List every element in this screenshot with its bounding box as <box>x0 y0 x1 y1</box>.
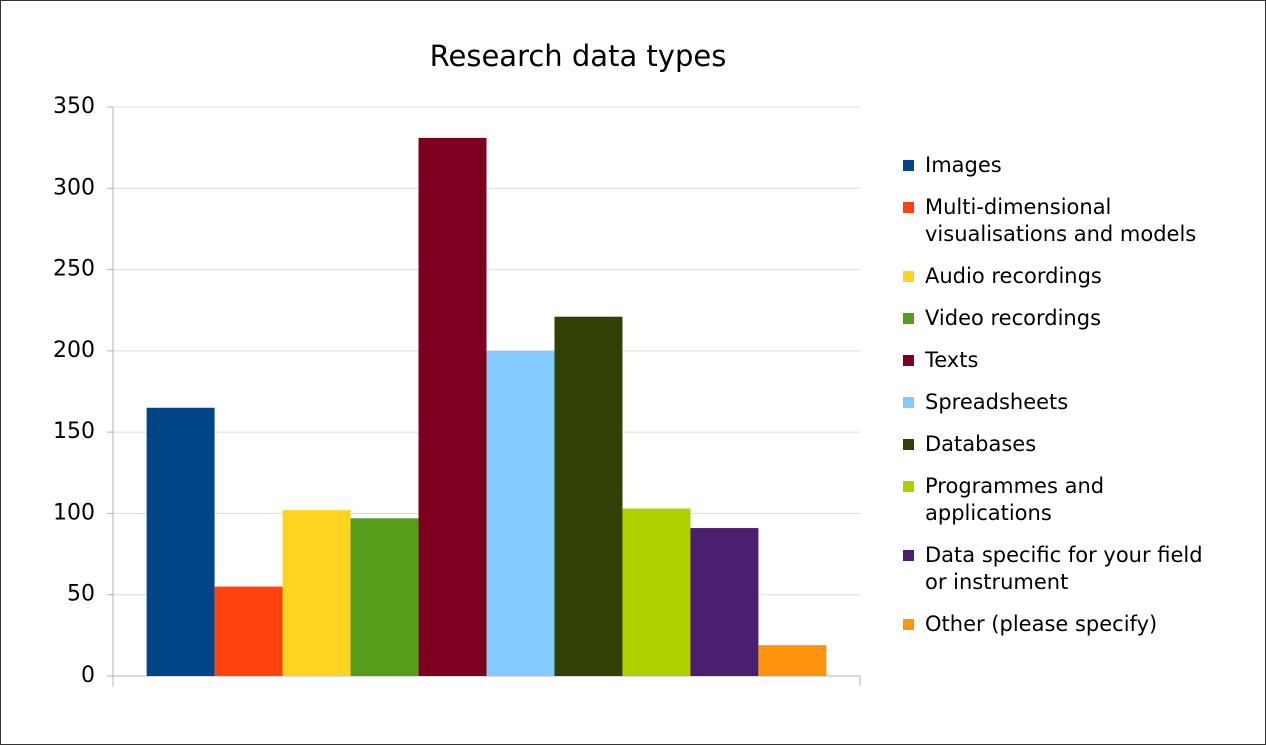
bar <box>282 510 351 676</box>
y-tick-label: 350 <box>53 94 95 119</box>
legend-entry: Databases <box>903 431 1228 458</box>
legend-label: Programmes and applications <box>925 474 1105 525</box>
legend-swatch <box>903 550 914 561</box>
legend-entry: Spreadsheets <box>903 389 1228 416</box>
bar <box>146 407 215 676</box>
legend-swatch <box>903 481 914 492</box>
legend-entry: Data specific for your field or instrume… <box>903 542 1228 596</box>
legend-label: Audio recordings <box>925 264 1102 288</box>
bar <box>758 645 827 676</box>
y-tick-label: 100 <box>53 500 95 525</box>
legend-swatch <box>903 271 914 282</box>
legend-label: Other (please specify) <box>925 612 1158 636</box>
bar <box>486 350 555 676</box>
bar <box>554 316 623 676</box>
y-tick-label: 50 <box>67 582 95 607</box>
y-tick-label: 150 <box>53 419 95 444</box>
legend-entry: Video recordings <box>903 305 1228 332</box>
legend-label: Spreadsheets <box>925 390 1069 414</box>
legend-swatch <box>903 439 914 450</box>
legend-entry: Other (please specify) <box>903 611 1228 638</box>
legend-swatch <box>903 313 914 324</box>
legend-label: Data specific for your field or instrume… <box>925 543 1203 594</box>
bar <box>690 528 759 676</box>
bar <box>622 508 691 676</box>
legend-entry: Images <box>903 152 1228 179</box>
legend-label: Databases <box>925 432 1037 456</box>
legend-label: Video recordings <box>925 306 1102 330</box>
legend-label: Multi-dimensional visualisations and mod… <box>925 195 1197 246</box>
legend: Images Multi-dimensional visualisations a… <box>903 152 1228 653</box>
legend-label: Texts <box>925 348 979 372</box>
legend-entry: Audio recordings <box>903 263 1228 290</box>
y-tick-label: 0 <box>81 663 95 688</box>
y-tick-label: 200 <box>53 338 95 363</box>
legend-swatch <box>903 202 914 213</box>
legend-entry: Texts <box>903 347 1228 374</box>
legend-entry: Programmes and applications <box>903 473 1228 527</box>
y-tick-label: 250 <box>53 257 95 282</box>
legend-label: Images <box>925 153 1002 177</box>
bar <box>214 586 283 676</box>
legend-entry: Multi-dimensional visualisations and mod… <box>903 194 1228 248</box>
bar <box>350 518 419 676</box>
legend-swatch <box>903 355 914 366</box>
legend-swatch <box>903 160 914 171</box>
bar <box>418 137 487 677</box>
legend-swatch <box>903 619 914 630</box>
chart-title: Research data types <box>430 39 727 73</box>
y-tick-label: 300 <box>53 175 95 200</box>
legend-swatch <box>903 397 914 408</box>
